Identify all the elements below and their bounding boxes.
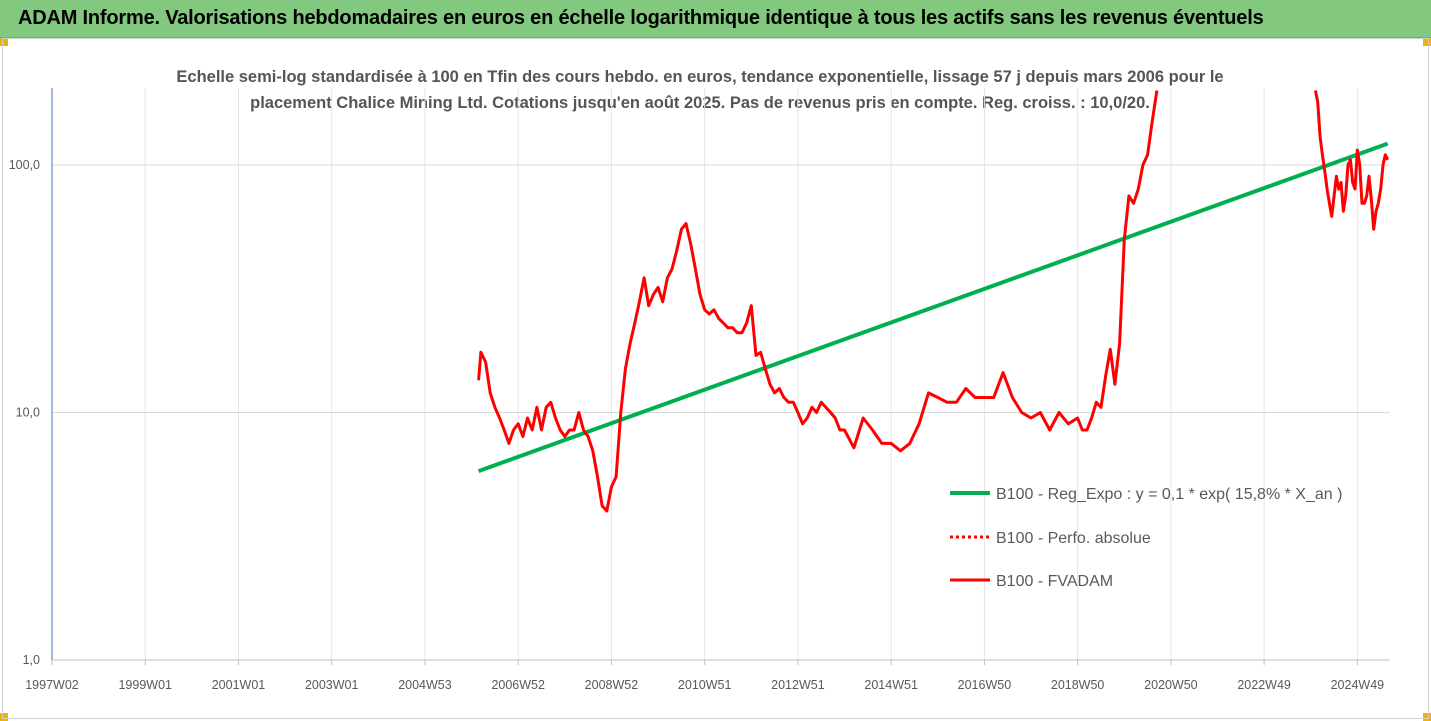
corner-marker-bl: [0, 713, 8, 721]
series-line-3: [1313, 90, 1390, 231]
corner-marker-tl: [0, 38, 8, 46]
header-banner: ADAM Informe. Valorisations hebdomadaire…: [0, 0, 1431, 38]
chart-title-line-2: placement Chalice Mining Ltd. Cotations …: [250, 94, 1150, 112]
x-tick-label: 2001W01: [212, 678, 266, 692]
x-tick-label: 2006W52: [491, 678, 545, 692]
x-tick-label: 1999W01: [118, 678, 172, 692]
page-title: ADAM Informe. Valorisations hebdomadaire…: [18, 7, 1264, 29]
x-tick-label: 2008W52: [585, 678, 639, 692]
x-tick-label: 2022W49: [1237, 678, 1291, 692]
series-layer: [477, 90, 1390, 513]
corner-marker-br: [1423, 713, 1431, 721]
x-tick-label: 2003W01: [305, 678, 359, 692]
y-tick-label: 10,0: [16, 406, 40, 420]
legend: B100 - Reg_Expo : y = 0,1 * exp( 15,8% *…: [950, 486, 1342, 590]
x-tick-label: 2018W50: [1051, 678, 1105, 692]
legend-label: B100 - FVADAM: [996, 573, 1113, 590]
x-tick-label: 2014W51: [864, 678, 918, 692]
x-tick-label: 2024W49: [1331, 678, 1385, 692]
y-tick-label: 1,0: [23, 653, 40, 667]
chart-title-line-1: Echelle semi-log standardisée à 100 en T…: [176, 68, 1224, 86]
x-tick-label: 1997W02: [25, 678, 79, 692]
corner-marker-tr: [1423, 38, 1431, 46]
chart-frame: [2, 38, 1429, 719]
x-tick-label: 2004W53: [398, 678, 452, 692]
axis-layer: 1,0 10,0 100,0 1997W02 1999W01 2001W01 2003W01…: [9, 88, 1390, 692]
grid-layer: [51, 88, 1390, 661]
x-tick-label: 2020W50: [1144, 678, 1198, 692]
y-tick-label: 100,0: [9, 158, 40, 172]
chart-title: Echelle semi-log standardisée à 100 en T…: [170, 64, 1230, 116]
legend-label: B100 - Reg_Expo : y = 0,1 * exp( 15,8% *…: [996, 486, 1342, 503]
x-tick-label: 2012W51: [771, 678, 825, 692]
series-line-0: [477, 141, 1389, 473]
legend-label: B100 - Perfo. absolue: [996, 530, 1151, 547]
x-tick-label: 2010W51: [678, 678, 732, 692]
series-line-2: [477, 90, 1159, 513]
x-tick-label: 2016W50: [958, 678, 1012, 692]
